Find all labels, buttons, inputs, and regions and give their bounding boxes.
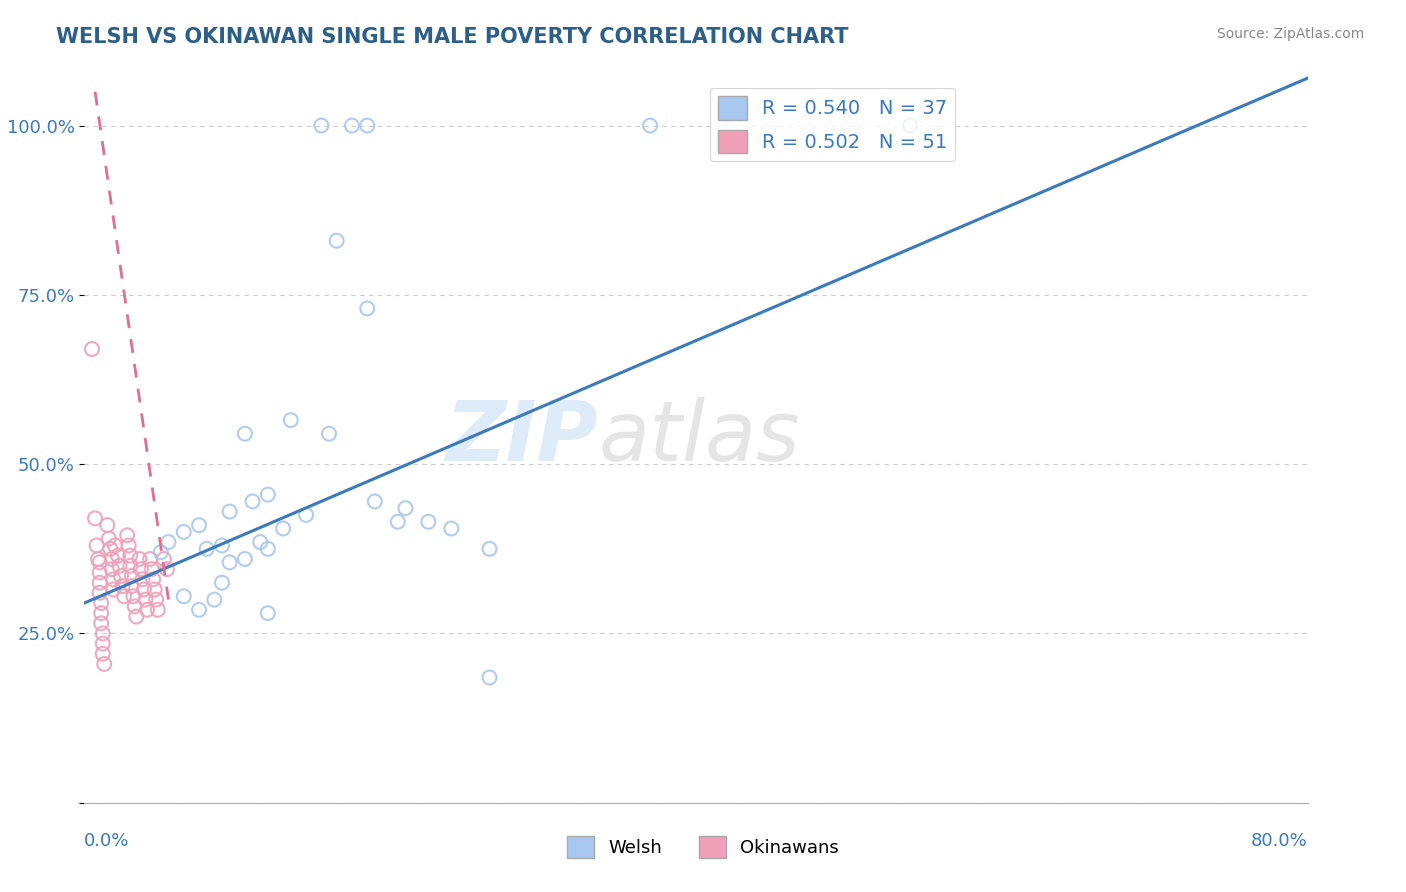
Point [91,626,114,640]
Point [394,501,416,516]
Point [218,505,240,519]
Point [257,606,280,620]
Point [121,569,143,583]
Point [124,599,146,614]
Point [146,603,169,617]
Point [142,572,165,586]
Point [364,494,387,508]
Point [173,524,195,539]
Point [101,562,124,576]
Point [280,413,302,427]
Point [135,592,157,607]
Point [131,572,153,586]
Point [103,572,125,586]
Point [356,119,378,133]
Point [80,342,103,356]
Point [188,518,211,533]
Legend: Welsh, Okinawans: Welsh, Okinawans [560,829,846,865]
Text: 80.0%: 80.0% [1251,832,1308,850]
Point [125,609,148,624]
Point [89,566,111,580]
Point [218,555,240,569]
Text: Source: ZipAtlas.com: Source: ZipAtlas.com [1216,27,1364,41]
Point [211,575,233,590]
Point [128,552,150,566]
Point [90,606,112,620]
Point [257,541,280,556]
Point [149,545,172,559]
Point [115,528,138,542]
Point [108,558,131,573]
Point [101,552,124,566]
Point [141,562,163,576]
Text: atlas: atlas [598,397,800,477]
Point [132,582,155,597]
Point [211,538,233,552]
Point [242,494,264,508]
Point [86,538,108,552]
Point [96,518,118,533]
Point [121,579,143,593]
Point [84,511,107,525]
Point [478,671,501,685]
Point [118,538,141,552]
Point [145,592,167,607]
Point [110,569,132,583]
Point [98,541,121,556]
Text: ZIP: ZIP [446,397,598,477]
Point [91,637,114,651]
Point [898,119,921,133]
Point [157,535,180,549]
Point [233,426,256,441]
Point [257,488,280,502]
Point [340,119,363,133]
Point [173,589,195,603]
Point [318,426,340,441]
Point [249,535,271,549]
Point [97,532,120,546]
Point [90,596,112,610]
Point [478,541,501,556]
Point [139,552,162,566]
Point [195,541,218,556]
Point [120,549,142,563]
Point [91,647,114,661]
Point [638,119,661,133]
Point [153,552,176,566]
Point [136,603,159,617]
Point [188,603,211,617]
Point [111,579,134,593]
Point [143,582,166,597]
Point [90,616,112,631]
Point [89,586,111,600]
Point [89,575,111,590]
Point [93,657,115,671]
Point [356,301,378,316]
Point [202,592,225,607]
Text: WELSH VS OKINAWAN SINGLE MALE POVERTY CORRELATION CHART: WELSH VS OKINAWAN SINGLE MALE POVERTY CO… [56,27,849,46]
Point [387,515,409,529]
Point [87,552,110,566]
Point [295,508,318,522]
Point [89,555,111,569]
Point [418,515,440,529]
Point [271,521,294,535]
Point [103,582,125,597]
Point [325,234,347,248]
Point [104,538,127,552]
Text: 0.0%: 0.0% [84,832,129,850]
Legend: R = 0.540   N = 37, R = 0.502   N = 51: R = 0.540 N = 37, R = 0.502 N = 51 [710,88,955,161]
Point [440,521,463,535]
Point [112,589,135,603]
Point [129,562,152,576]
Point [107,549,129,563]
Point [120,558,142,573]
Point [156,562,179,576]
Point [311,119,333,133]
Point [233,552,256,566]
Point [122,589,145,603]
